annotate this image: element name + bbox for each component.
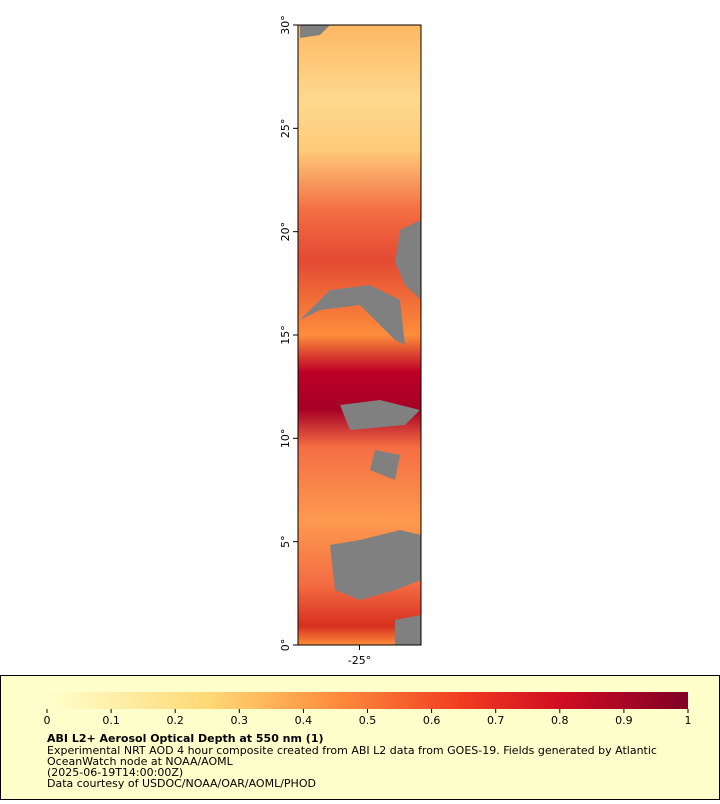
legend-title: ABI L2+ Aerosol Optical Depth at 550 nm … [47, 732, 324, 745]
y-tick-label: 10° [279, 429, 292, 449]
y-tick-label: 15° [279, 325, 292, 345]
no-data [395, 615, 421, 645]
axes: 0° 5° 10° 15° 20° 25° 30° -25° [279, 15, 371, 667]
colorbar-tick-label: 0.6 [423, 714, 441, 727]
colorbar-tick-label: 0.9 [615, 714, 633, 727]
colorbar-tick-label: 0.4 [295, 714, 313, 727]
colorbar-tick-label: 0.8 [551, 714, 569, 727]
y-tick-label: 0° [279, 639, 292, 652]
colorbar-axis: 0 0.1 0.2 0.3 0.4 0.5 0.6 0.7 0.8 0.9 1 [44, 709, 692, 727]
colorbar-tick-label: 0 [44, 714, 51, 727]
y-tick-label: 25° [279, 119, 292, 139]
legend-line: Data courtesy of USDOC/NOAA/OAR/AOML/PHO… [47, 777, 316, 790]
y-tick-label: 5° [279, 535, 292, 548]
y-tick-label: 30° [279, 15, 292, 35]
colorbar-tick-label: 0.1 [102, 714, 120, 727]
legend-line: (2025-06-19T14:00:00Z) [47, 766, 183, 779]
no-data [330, 530, 421, 600]
no-data [370, 450, 400, 480]
colorbar-tick-label: 0.5 [359, 714, 377, 727]
colorbar-tick-label: 0.7 [487, 714, 505, 727]
no-data [340, 400, 420, 430]
x-tick-label: -25° [348, 654, 371, 667]
colorbar [47, 692, 688, 709]
no-data [300, 25, 330, 38]
map: 0° 5° 10° 15° 20° 25° 30° -25° [279, 15, 422, 667]
colorbar-tick-label: 1 [685, 714, 692, 727]
no-data [300, 285, 405, 345]
y-tick-label: 20° [279, 222, 292, 242]
colorbar-tick-label: 0.2 [166, 714, 184, 727]
legend-line: Experimental NRT AOD 4 hour composite cr… [47, 744, 657, 757]
no-data [395, 220, 421, 300]
colorbar-tick-label: 0.3 [231, 714, 249, 727]
legend-line: OceanWatch node at NOAA/AOML [47, 755, 234, 768]
